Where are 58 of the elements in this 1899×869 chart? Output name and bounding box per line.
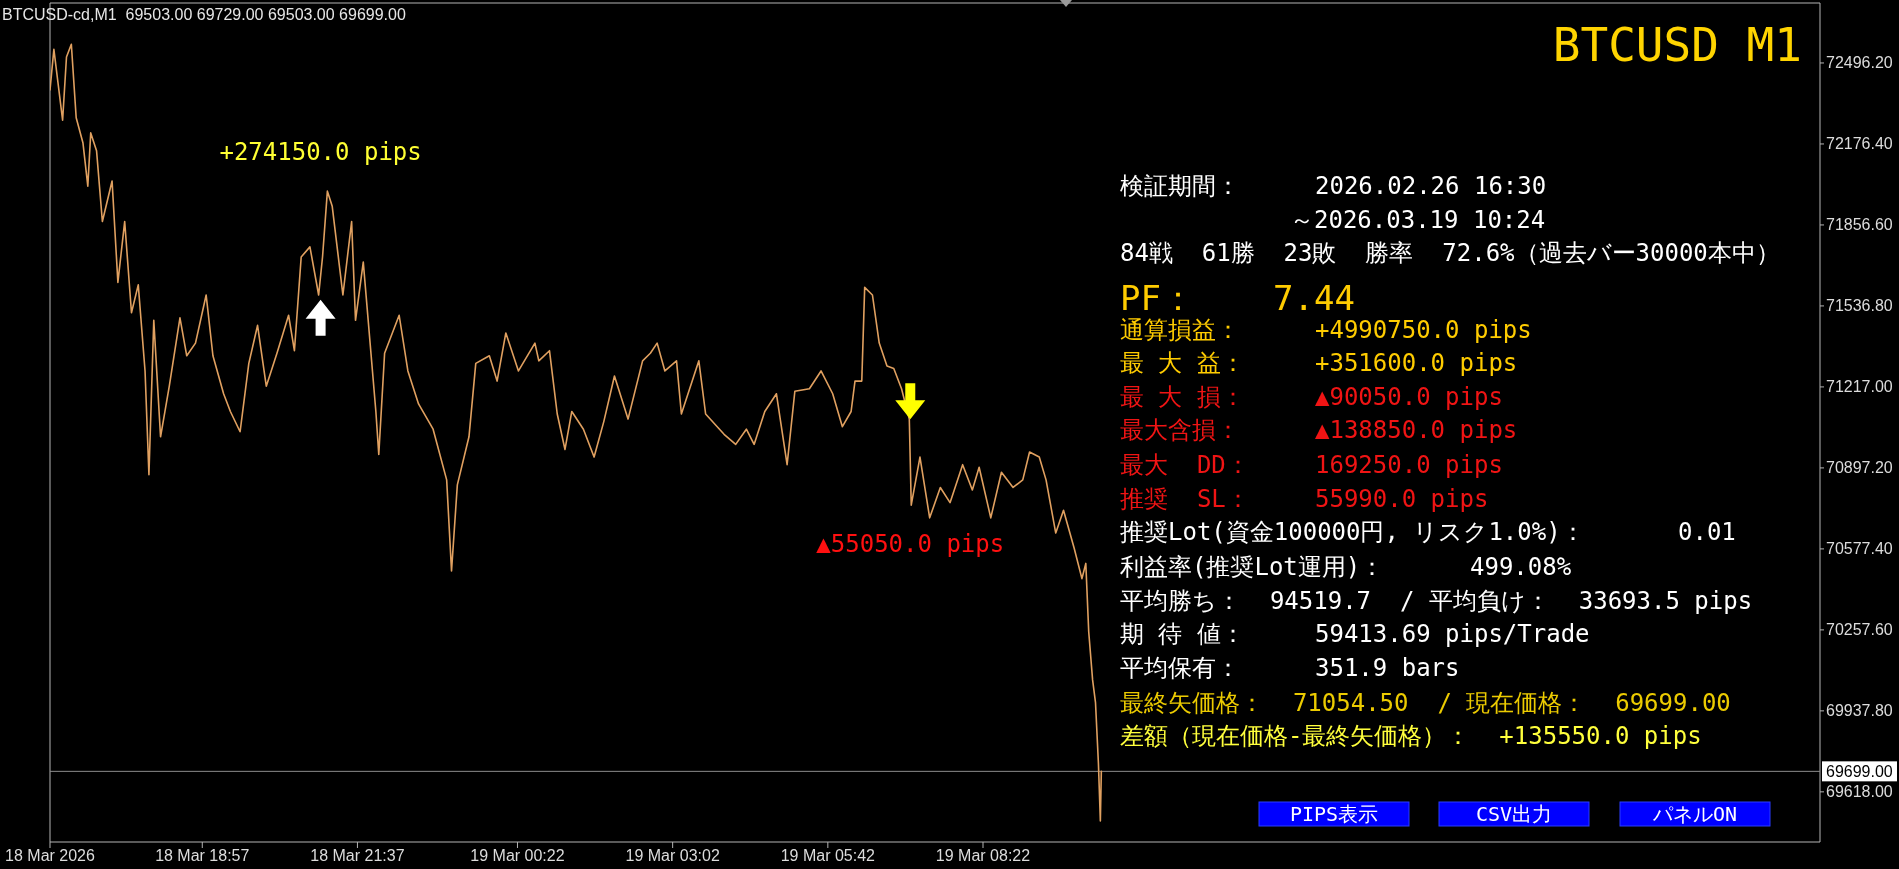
annotation: +351600.0 pips <box>1315 349 1518 377</box>
annotation: 最 大 損： <box>1120 383 1245 411</box>
annotation: 通算損益： <box>1120 316 1240 344</box>
annotation: パネルON <box>1651 802 1738 826</box>
annotation: +274150.0 pips <box>219 137 422 166</box>
y-tick-label: 71536.80 <box>1826 297 1893 315</box>
button: CSV出力 <box>1438 801 1590 827</box>
ref-label: 69699.00 <box>1822 761 1897 782</box>
annotation: ▲138850.0 pips <box>1315 416 1518 444</box>
x-tick-label: 18 Mar 2026 <box>5 847 96 864</box>
annotation: 検証期間： <box>1120 172 1240 200</box>
annotation: 利益率(推奨Lot運用)： <box>1120 553 1385 581</box>
y-tick-label: 70257.60 <box>1826 621 1893 639</box>
y-tick-label: 69937.80 <box>1826 702 1893 720</box>
annotation: 0.01 <box>1678 518 1736 546</box>
annotation: +4990750.0 pips <box>1315 316 1532 344</box>
annotation: 平均保有： <box>1120 654 1240 682</box>
annotation: 推奨Lot(資金100000円, リスク1.0%)： <box>1120 518 1585 546</box>
chart-title: BTCUSD M1 <box>1552 18 1802 72</box>
line-series <box>50 43 1103 822</box>
x-tick-label: 19 Mar 08:22 <box>935 847 1031 864</box>
annotation: PIPS表示 <box>1289 802 1379 826</box>
annotation: 7.44 <box>1273 278 1355 318</box>
x-tick-label: 19 Mar 00:22 <box>470 847 565 864</box>
annotation: 平均勝ち： 94519.7 / 平均負け： 33693.5 pips <box>1120 587 1753 615</box>
annotation: 55990.0 pips <box>1315 485 1489 513</box>
annotation: 最終矢価格： 71054.50 / 現在価格： 69699.00 <box>1120 689 1731 717</box>
annotation: 84戦 61勝 23敗 勝率 72.6%（過去バー30000本中） <box>1120 239 1780 267</box>
annotation: 推奨 SL： <box>1120 485 1250 513</box>
x-tick-label: 18 Mar 21:37 <box>310 847 405 864</box>
x-tick-label: 18 Mar 18:57 <box>155 847 250 864</box>
annotation: 59413.69 pips/Trade <box>1315 620 1590 648</box>
annotation: 最大 DD： <box>1120 451 1250 479</box>
annotation: 期 待 値： <box>1120 620 1245 648</box>
button: パネルON <box>1619 801 1771 827</box>
y-tick-label: 70577.40 <box>1826 540 1893 558</box>
annotation: 最大含損： <box>1120 416 1240 444</box>
annotation: BTCUSD-cd,M1 69503.00 69729.00 69503.00 69699.00 <box>2 5 406 23</box>
y-tick-label: 72496.20 <box>1826 54 1893 72</box>
annotation: ▲55050.0 pips <box>816 530 1005 559</box>
x-tick-label: 19 Mar 05:42 <box>780 847 876 864</box>
y-tick-label: 72176.40 <box>1826 135 1893 153</box>
annotation: 499.08% <box>1470 553 1572 581</box>
x-tick-label: 19 Mar 03:02 <box>625 847 720 864</box>
y-tick-label: 71856.60 <box>1826 216 1893 234</box>
button: PIPS表示 <box>1258 801 1410 827</box>
annotation: ▲90050.0 pips <box>1315 383 1503 411</box>
annotation: 最 大 益： <box>1120 349 1245 377</box>
y-tick-label: 69618.00 <box>1826 783 1893 801</box>
annotation: 351.9 bars <box>1315 654 1460 682</box>
annotation: ～2026.03.19 10:24 <box>1290 206 1546 234</box>
annotation: PF： <box>1120 278 1195 318</box>
annotation: 169250.0 pips <box>1315 451 1503 479</box>
y-tick-label: 70897.20 <box>1826 459 1893 477</box>
annotation: CSV出力 <box>1475 802 1553 826</box>
annotation: 差額（現在価格-最終矢価格）： +135550.0 pips <box>1120 722 1702 750</box>
annotation: 2026.02.26 16:30 <box>1315 172 1547 200</box>
y-tick-label: 71217.00 <box>1826 378 1893 396</box>
